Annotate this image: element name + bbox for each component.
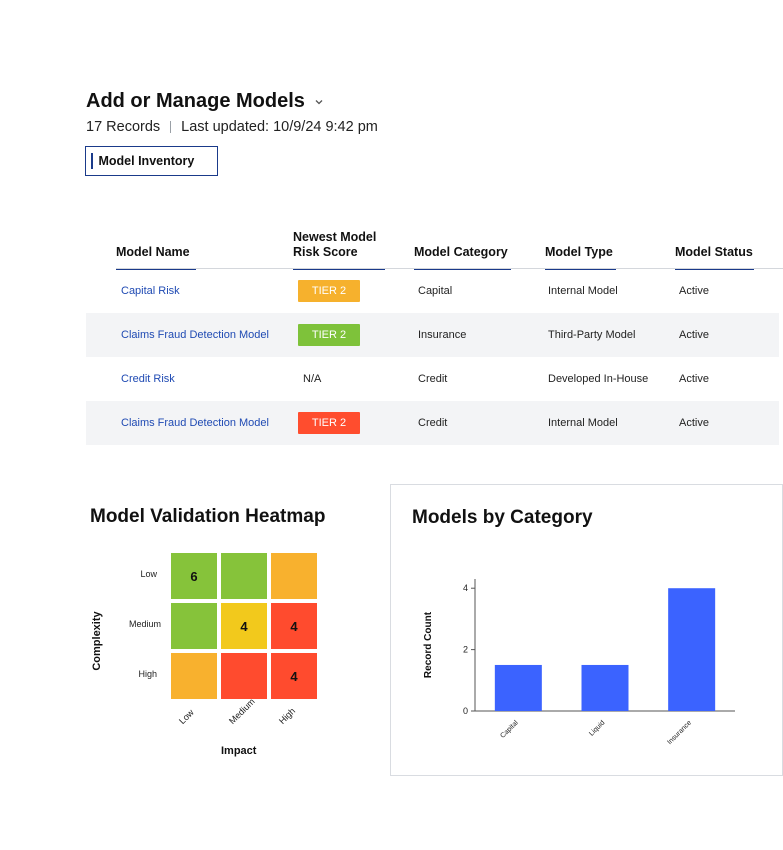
heatmap-x-label: High [277,705,298,727]
heatmap-y-axis-label: Complexity [91,611,103,671]
model-name-link[interactable]: Claims Fraud Detection Model [121,329,269,341]
heatmap-x-label: Low [177,707,196,727]
column-header-risk-score-line1: Newest Model [293,230,377,244]
column-header-risk-score-line2: Risk Score [293,245,358,259]
model-name-link[interactable]: Claims Fraud Detection Model [121,417,269,429]
column-underline [675,268,754,270]
model-type: Developed In-House [548,373,649,385]
risk-tier-badge: TIER 2 [298,280,360,302]
x-tick-label: Insurance [666,719,693,746]
y-tick-label: 0 [463,706,468,716]
records-summary: 17 Records Last updated: 10/9/24 9:42 pm [86,119,378,135]
active-indicator [91,153,93,169]
heatmap-x-label: Medium [227,696,257,727]
chevron-down-icon[interactable] [313,97,325,107]
heatmap-cell[interactable]: 4 [221,603,267,649]
heatmap-y-label: Low [140,569,157,579]
model-type: Third-Party Model [548,329,636,341]
model-category: Credit [418,373,448,385]
column-header-model-status[interactable]: Model Status [675,245,753,259]
table-row[interactable]: Claims Fraud Detection Model TIER 2 Cred… [86,401,779,445]
model-category: Insurance [418,329,467,341]
x-tick-label: Liquid [588,719,606,737]
heatmap-cell[interactable] [171,653,217,699]
chart-title: Models by Category [412,507,593,528]
x-tick-label: Capital [499,719,520,740]
column-underline [116,268,196,270]
divider [170,121,172,133]
bar-chart: 0 2 4 Capital Liquid Insurance Record Count [423,579,735,746]
table-row[interactable]: Credit Risk N/A Credit Developed In-Hous… [86,357,783,401]
column-underline [414,268,511,270]
column-header-model-name[interactable]: Model Name [116,245,190,259]
y-tick-label: 2 [463,645,468,655]
bar [494,664,542,711]
last-updated: Last updated: 10/9/24 9:42 pm [181,119,378,135]
model-status: Active [679,417,709,429]
risk-tier-badge: TIER 2 [298,324,360,346]
table-row[interactable]: Claims Fraud Detection Model TIER 2 Insu… [86,313,779,357]
heatmap-cell[interactable]: 4 [271,653,317,699]
models-by-category-panel: Models by Category 0 2 4 Capital Liquid Insur… [390,484,783,776]
column-header-model-category[interactable]: Model Category [414,245,508,259]
record-count: 17 Records [86,119,161,135]
column-header-risk-score[interactable]: Newest Model Risk Score [293,230,376,260]
heatmap-title: Model Validation Heatmap [90,506,326,527]
risk-score-text: N/A [303,373,322,385]
model-name-link[interactable]: Capital Risk [121,285,180,297]
model-type: Internal Model [548,417,618,429]
column-underline [545,268,616,270]
heatmap-cell[interactable] [221,653,267,699]
column-underline [293,268,385,270]
models-table: Model Name Newest Model Risk Score Model… [86,225,783,445]
bar [668,588,716,711]
model-status: Active [679,329,709,341]
risk-tier-badge: TIER 2 [298,412,360,434]
model-inventory-tab[interactable]: Model Inventory [85,146,218,176]
table-row[interactable]: Capital Risk TIER 2 Capital Internal Mod… [86,269,783,313]
model-name-link[interactable]: Credit Risk [121,373,175,385]
heatmap-cell[interactable] [271,553,317,599]
y-axis-label: Record Count [423,611,434,678]
column-header-model-type[interactable]: Model Type [545,245,613,259]
heatmap-cell[interactable]: 6 [171,553,217,599]
model-category: Capital [418,285,453,297]
heatmap-y-label: Medium [128,619,161,629]
y-tick-label: 4 [463,583,468,593]
header-divider [116,268,783,269]
model-type: Internal Model [548,285,618,297]
heatmap-cell[interactable] [221,553,267,599]
model-status: Active [679,373,709,385]
model-category: Credit [418,417,448,429]
tab-label: Model Inventory [98,154,195,168]
heatmap-x-axis-label: Impact [221,745,257,757]
heatmap-cell[interactable] [171,603,217,649]
page-title: Add or Manage Models [86,90,305,112]
bar [581,664,629,711]
heatmap-cell[interactable]: 4 [271,603,317,649]
model-status: Active [679,285,709,297]
table-header: Model Name Newest Model Risk Score Model… [86,225,783,270]
heatmap-y-label: High [138,669,157,679]
